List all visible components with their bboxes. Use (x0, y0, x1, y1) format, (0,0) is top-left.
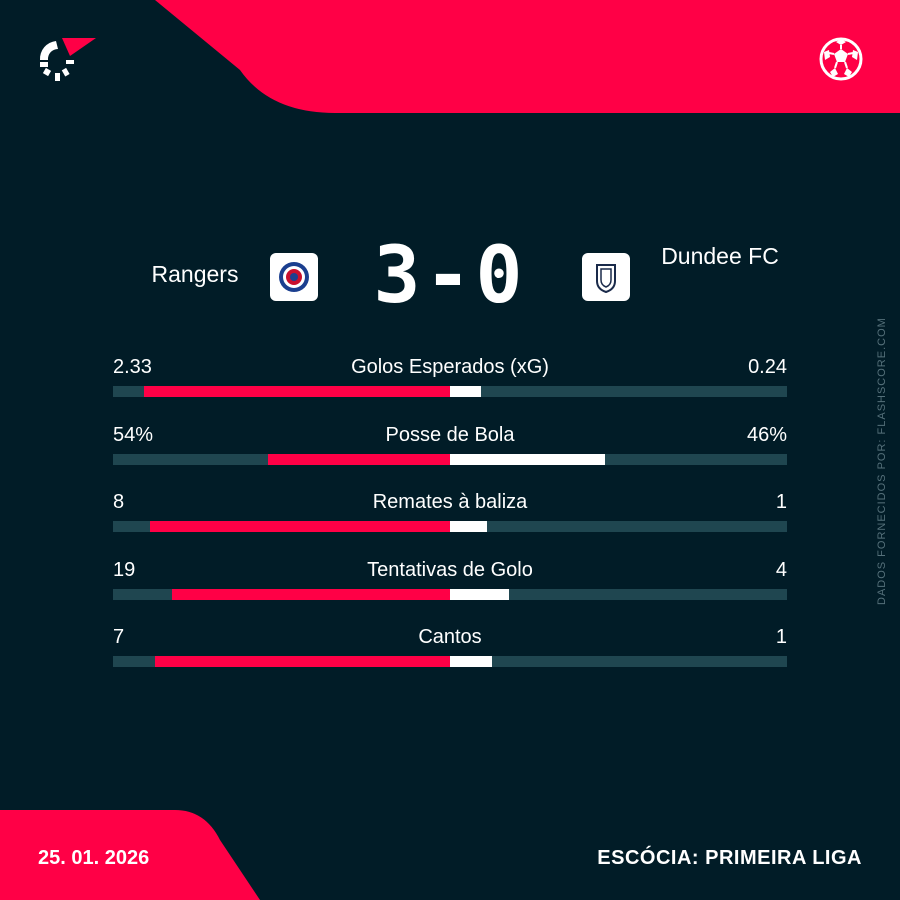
away-stat-value: 46% (746, 423, 787, 446)
dundee-crest-icon (596, 264, 616, 294)
stat-bar-track (113, 656, 787, 667)
away-stat-bar (450, 656, 493, 667)
home-stat-bar (171, 588, 450, 600)
away-stat-value: 4 (775, 558, 787, 581)
home-score: 3 (373, 231, 425, 321)
away-team-name[interactable]: Dundee FC (661, 243, 779, 269)
stat-label: Golos Esperados (xG) (351, 356, 549, 378)
stat-label: Cantos (418, 626, 482, 648)
away-stat-bar (450, 386, 482, 397)
home-stat-value: 8 (113, 491, 125, 513)
away-stat-value: 0.24 (748, 356, 787, 378)
home-stat-value: 54% (113, 423, 154, 446)
home-stat-value: 7 (113, 626, 125, 648)
stat-bar-track (113, 588, 787, 600)
flashscore-logo-icon (39, 38, 96, 81)
away-stat-value: 1 (775, 491, 787, 513)
score-separator: - (424, 231, 476, 321)
footer-red-shape (0, 810, 260, 900)
stat-bar-track (113, 386, 787, 397)
stat-row: 2.33 Golos Esperados (xG) 0.24 (113, 355, 787, 405)
away-stat-bar (450, 521, 488, 532)
stat-row: 8 Remates à baliza 1 (113, 490, 787, 540)
away-stat-bar (450, 588, 509, 600)
home-stat-bar (150, 521, 450, 532)
league-name: ESCÓCIA: PRIMEIRA LIGA (597, 847, 862, 869)
away-team-badge[interactable] (582, 253, 630, 301)
home-stat-bar (268, 453, 450, 465)
header-red-shape (155, 0, 900, 113)
match-date: 25. 01. 2026 (38, 847, 150, 869)
home-team-name[interactable]: Rangers (151, 261, 239, 287)
stat-bar-track (113, 521, 787, 532)
football-icon (819, 37, 863, 81)
home-stat-bar (155, 656, 450, 667)
stat-label: Remates à baliza (372, 491, 528, 513)
scoreboard: 3-0 (340, 236, 560, 316)
away-score: 0 (475, 231, 527, 321)
stat-row: 19 Tentativas de Golo 4 (113, 558, 787, 608)
stat-row: 7 Cantos 1 (113, 625, 787, 675)
stat-bar-track (113, 453, 787, 465)
away-stat-bar (450, 453, 606, 465)
home-stat-bar (144, 386, 450, 397)
home-team-badge[interactable] (270, 253, 318, 301)
data-source-credit: DADOS FORNECIDOS POR: FLASHSCORE.COM (876, 317, 888, 605)
stat-label: Tentativas de Golo (367, 558, 533, 581)
stat-label: Posse de Bola (385, 423, 515, 446)
stat-row: 54% Posse de Bola 46% (113, 423, 787, 473)
home-stat-value: 2.33 (113, 356, 152, 378)
home-stat-value: 19 (113, 558, 136, 581)
away-stat-value: 1 (775, 626, 787, 648)
rangers-crest-icon (279, 262, 309, 292)
